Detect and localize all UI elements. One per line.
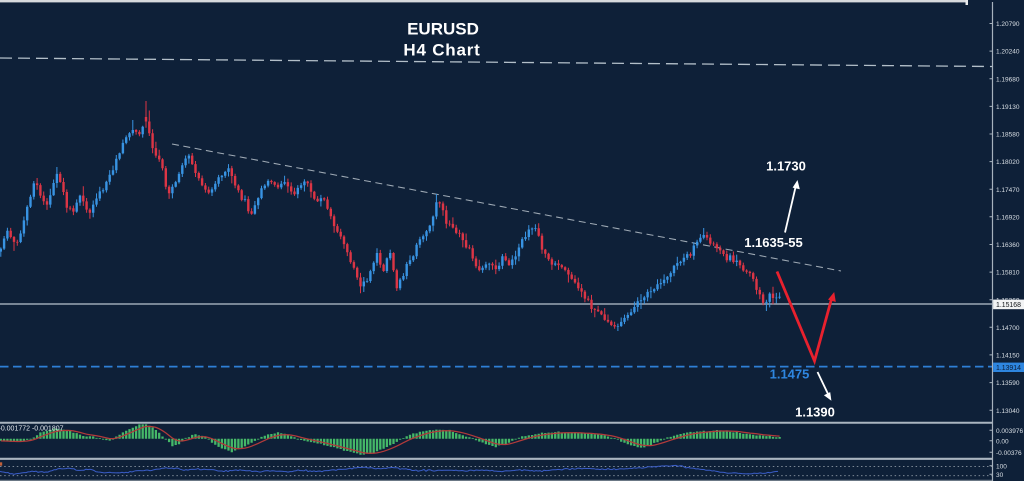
svg-text:1.15810: 1.15810 [996,270,1020,277]
svg-text:1.20790: 1.20790 [996,21,1020,28]
svg-text:1.1730: 1.1730 [766,159,806,174]
svg-text:1.19130: 1.19130 [996,104,1020,111]
svg-text:1.17470: 1.17470 [996,187,1020,194]
svg-text:1.16920: 1.16920 [996,214,1020,221]
svg-text:1.18020: 1.18020 [996,159,1020,166]
svg-text:1.16360: 1.16360 [996,242,1020,249]
svg-text:1.14150: 1.14150 [996,353,1020,360]
svg-text:1.19680: 1.19680 [996,76,1020,83]
svg-text:-0.00376: -0.00376 [996,450,1022,457]
svg-text:H4 Chart: H4 Chart [403,41,480,60]
svg-text:100: 100 [996,463,1007,470]
svg-text:1.18580: 1.18580 [996,132,1020,139]
svg-text:0.00: 0.00 [996,438,1009,445]
svg-text:1.1635-55: 1.1635-55 [744,235,803,250]
svg-text:1.13040: 1.13040 [996,408,1020,415]
svg-text:1.1390: 1.1390 [795,405,835,420]
svg-text:-0.001772 -0.001807: -0.001772 -0.001807 [0,426,64,433]
svg-text:EURUSD: EURUSD [407,20,479,39]
svg-text:1.14700: 1.14700 [996,325,1020,332]
svg-text:1.20240: 1.20240 [996,49,1020,56]
svg-text:1.13914: 1.13914 [996,365,1021,372]
svg-text:1.13590: 1.13590 [996,380,1020,387]
svg-text:1.15168: 1.15168 [996,302,1021,309]
svg-text:30: 30 [996,472,1004,479]
svg-text:0.003976: 0.003976 [996,428,1023,435]
svg-text:1.1475: 1.1475 [770,367,810,382]
